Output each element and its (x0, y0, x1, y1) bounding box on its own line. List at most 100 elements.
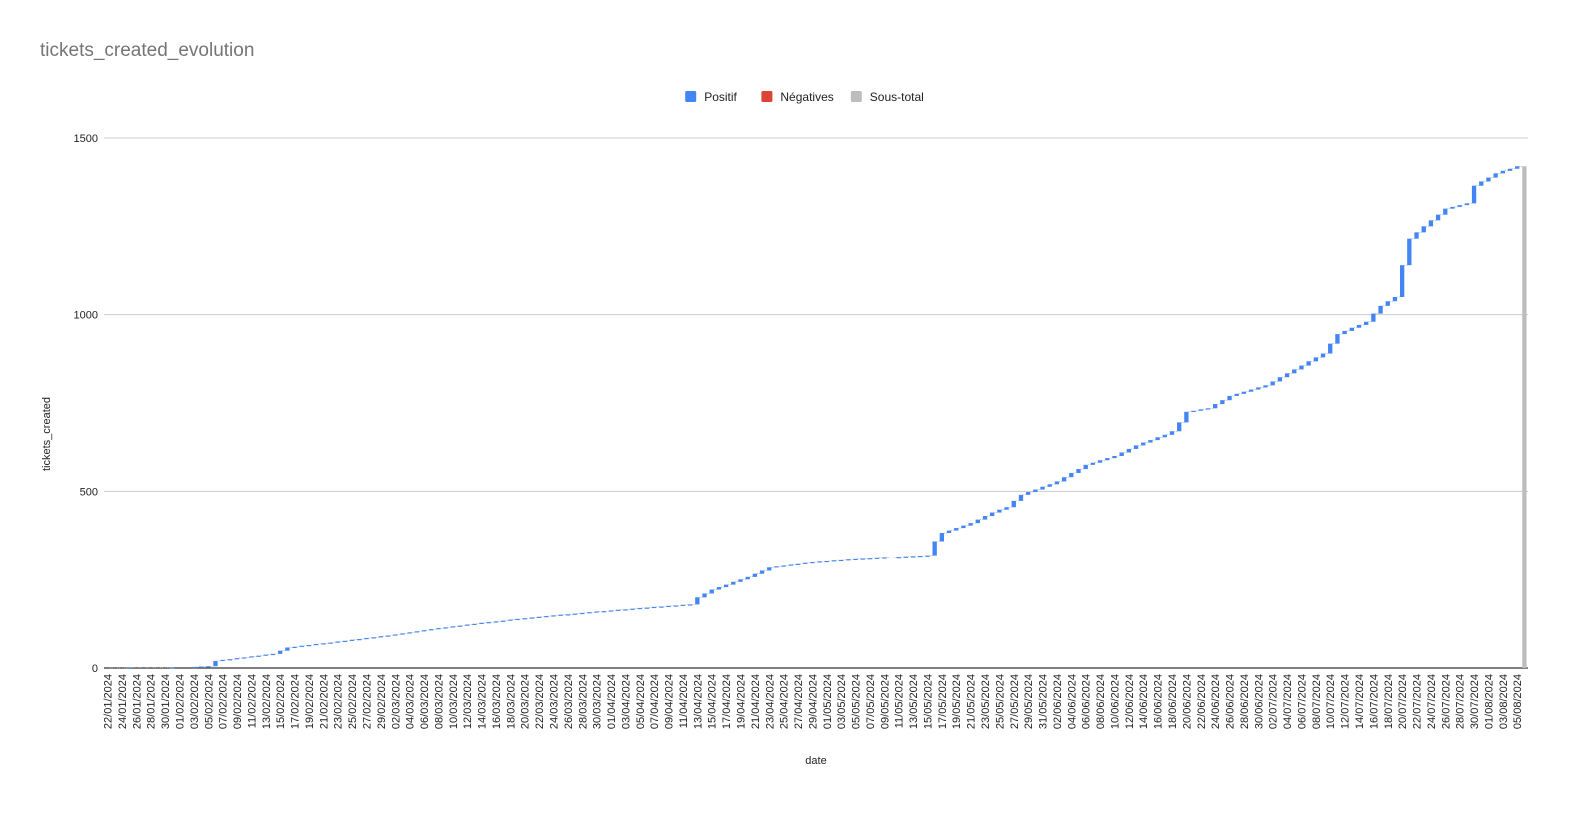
legend-item: Négatives (761, 90, 834, 104)
waterfall-bar (803, 562, 808, 564)
waterfall-bar (1220, 400, 1225, 405)
waterfall-bar (270, 653, 276, 656)
x-tick-label: 29/02/2024 (376, 674, 388, 729)
x-tick-label: 25/02/2024 (347, 674, 359, 729)
waterfall-bar (1212, 404, 1218, 409)
waterfall-bar (982, 516, 988, 520)
waterfall-bar (608, 610, 614, 612)
x-tick-label: 17/04/2024 (721, 674, 733, 729)
waterfall-bar (249, 656, 254, 658)
x-tick-label: 19/05/2024 (951, 674, 963, 729)
x-tick-label: 13/02/2024 (261, 674, 273, 729)
waterfall-bar (1392, 297, 1398, 302)
x-tick-label: 22/06/2024 (1196, 674, 1208, 729)
x-tick-label: 16/03/2024 (491, 674, 503, 729)
waterfall-bar (860, 558, 865, 560)
waterfall-bar (961, 525, 966, 529)
x-tick-label: 06/07/2024 (1296, 674, 1308, 729)
x-tick-label: 11/05/2024 (894, 674, 906, 728)
x-tick-label: 26/06/2024 (1225, 674, 1237, 729)
waterfall-bar (486, 622, 491, 624)
waterfall-bar (759, 570, 765, 574)
waterfall-bar (795, 563, 801, 565)
x-tick-label: 10/06/2024 (1109, 674, 1121, 729)
waterfall-bar (1248, 389, 1254, 392)
legend-swatch (761, 91, 773, 102)
waterfall-bar (810, 562, 815, 564)
waterfall-bar (1306, 361, 1311, 366)
waterfall-bar (328, 642, 333, 644)
x-tick-label: 19/02/2024 (304, 674, 316, 729)
x-tick-label: 07/05/2024 (865, 674, 877, 729)
waterfall-bar (874, 557, 880, 559)
x-tick-label: 20/06/2024 (1181, 674, 1193, 729)
waterfall-bar (1364, 321, 1369, 325)
waterfall-bar (378, 636, 384, 638)
waterfall-bar (767, 567, 772, 571)
waterfall-bar (536, 616, 542, 618)
waterfall-bar (1486, 177, 1491, 182)
waterfall-bar (817, 561, 822, 563)
x-tick-label: 15/02/2024 (275, 674, 287, 729)
waterfall-bar (1342, 330, 1347, 335)
connector-lines (109, 165, 1523, 669)
x-tick-label: 24/01/2024 (117, 674, 129, 729)
waterfall-bar (349, 639, 355, 641)
legend: Positif Négatives Sous-total (685, 90, 924, 104)
waterfall-bar (580, 612, 585, 615)
waterfall-bar (443, 627, 448, 629)
waterfall-bar (882, 557, 887, 559)
waterfall-bar (191, 666, 197, 669)
waterfall-bar (1184, 411, 1189, 423)
waterfall-bar (695, 597, 700, 605)
y-tick-label: 1000 (74, 310, 98, 322)
gridlines (104, 137, 1528, 669)
x-tick-label: 05/08/2024 (1512, 674, 1524, 729)
waterfall-bar (659, 606, 664, 608)
x-tick-label: 10/03/2024 (448, 674, 460, 729)
waterfall-bar (357, 639, 362, 641)
legend-label: Négatives (780, 90, 833, 104)
x-tick-label: 29/04/2024 (807, 674, 819, 729)
waterfall-bar (421, 630, 427, 632)
waterfall-bar (1507, 168, 1513, 171)
x-tick-label: 04/07/2024 (1282, 674, 1294, 729)
waterfall-bar (206, 666, 211, 668)
waterfall-bar (1026, 492, 1031, 495)
waterfall-bar (1205, 408, 1211, 410)
waterfall-bar (1328, 343, 1333, 354)
waterfall-bar (1428, 220, 1434, 227)
waterfall-bar (910, 556, 916, 558)
x-tick-label: 30/07/2024 (1469, 674, 1481, 729)
waterfall-bar (946, 530, 952, 534)
x-tick-label: 10/07/2024 (1325, 674, 1337, 729)
waterfall-bar (1141, 442, 1146, 446)
x-tick-label: 06/03/2024 (419, 674, 431, 729)
waterfall-bar (1471, 185, 1477, 204)
x-tick-label: 28/07/2024 (1455, 674, 1467, 729)
waterfall-bar (278, 650, 283, 654)
x-tick-label: 26/03/2024 (563, 674, 575, 729)
waterfall-bar (393, 634, 398, 636)
waterfall-bar (1263, 385, 1268, 388)
waterfall-bar (666, 605, 671, 608)
x-tick-label: 28/06/2024 (1239, 674, 1251, 729)
waterfall-bar (558, 614, 563, 616)
waterfall-bar (1155, 437, 1160, 441)
x-tick-label: 04/06/2024 (1066, 674, 1078, 729)
x-tick-label: 30/03/2024 (592, 674, 604, 729)
x-tick-label: 23/05/2024 (980, 674, 992, 729)
waterfall-bar (385, 635, 391, 637)
x-tick-label: 28/03/2024 (577, 674, 589, 729)
x-tick-label: 09/02/2024 (232, 674, 244, 729)
waterfall-bar (1500, 170, 1505, 174)
waterfall-bar (738, 579, 743, 582)
waterfall-bar (1515, 166, 1520, 169)
x-tick-label: 24/06/2024 (1210, 674, 1222, 729)
waterfall-bar (1421, 226, 1426, 233)
waterfall-bar (227, 659, 233, 661)
waterfall-bar (1191, 410, 1196, 412)
waterfall-bar (709, 589, 714, 594)
waterfall-bar (1234, 393, 1239, 396)
x-tick-label: 12/07/2024 (1340, 674, 1352, 729)
